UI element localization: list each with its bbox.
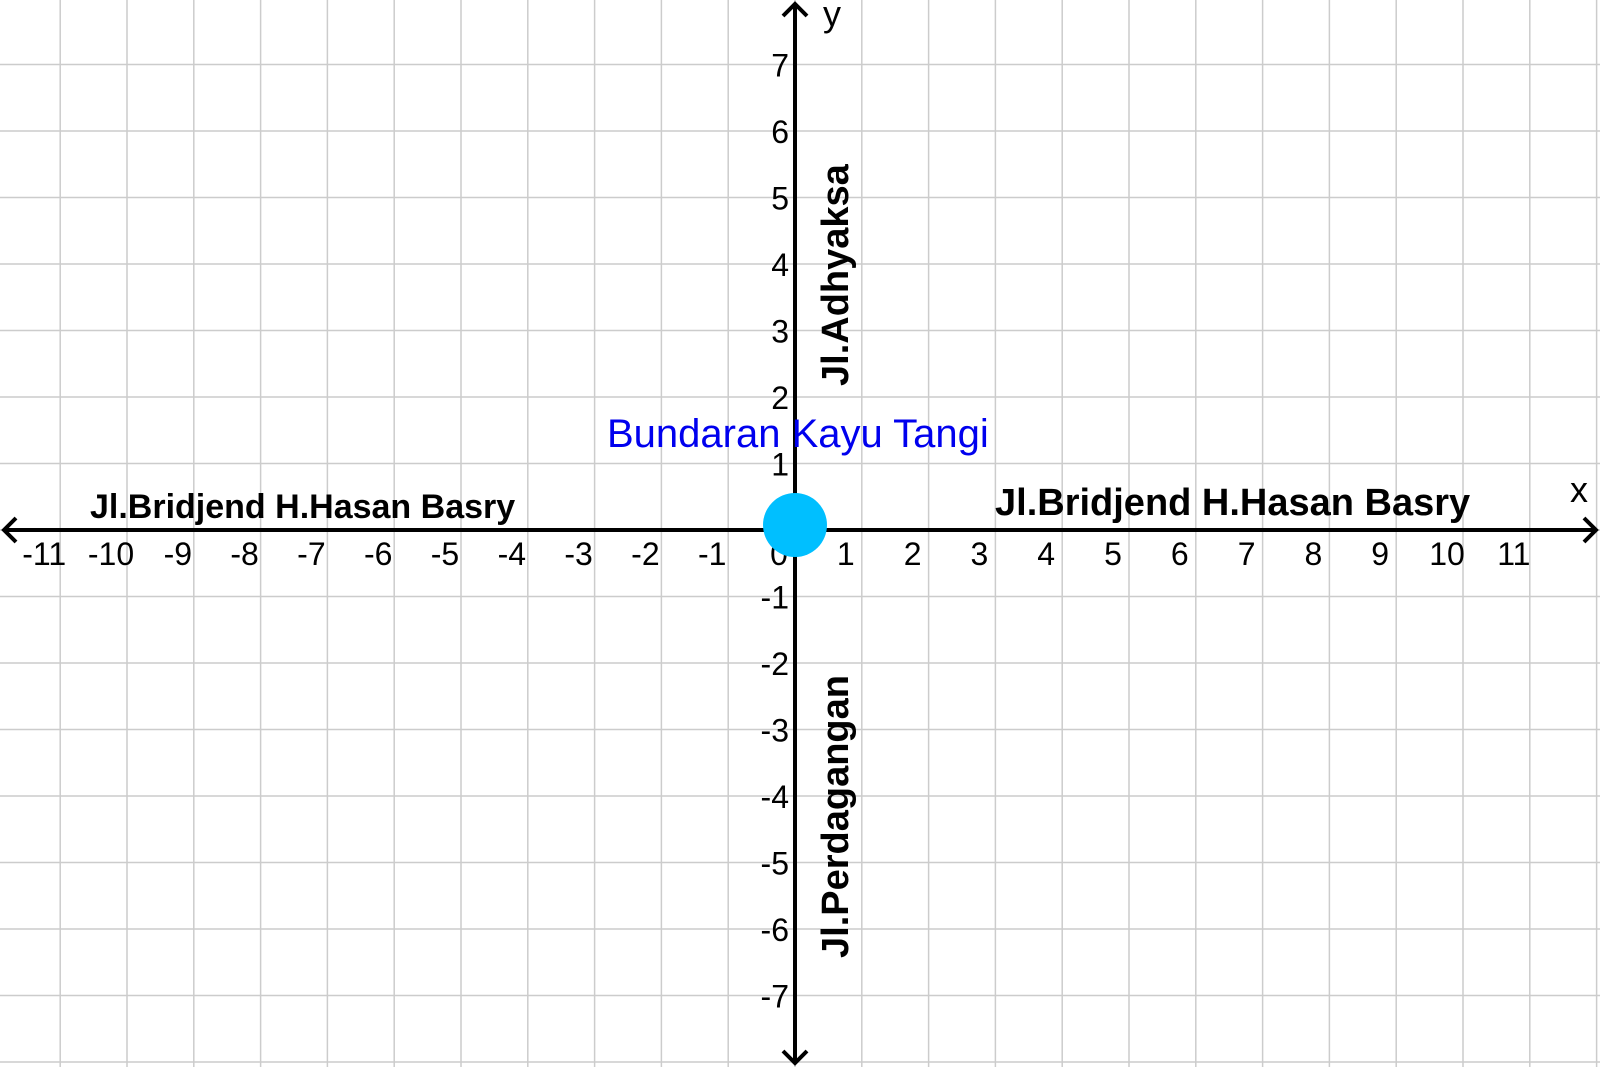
x-tick-label: 4 [1037,536,1055,572]
x-tick-label: -4 [498,536,526,572]
y-tick-label: -1 [761,580,789,616]
road-label-west: Jl.Bridjend H.Hasan Basry [90,488,515,526]
x-axis-label: x [1570,469,1588,510]
x-tick-label: -5 [431,536,459,572]
y-axis-arrow-up [781,1,809,18]
y-tick-label: 4 [771,247,789,283]
x-tick-label: -1 [698,536,726,572]
x-tick-label: 9 [1371,536,1389,572]
x-tick-label: -2 [631,536,659,572]
y-tick-label: 6 [771,114,789,150]
x-tick-label: 5 [1104,536,1122,572]
y-tick-label: 2 [771,380,789,416]
road-label-east: Jl.Bridjend H.Hasan Basry [995,482,1470,524]
x-axis-arrow-right [1582,516,1599,544]
x-tick-label: 6 [1171,536,1189,572]
x-tick-label: -3 [564,536,592,572]
x-tick-label: 7 [1238,536,1256,572]
x-tick-label: 11 [1497,536,1530,572]
y-tick-label: -6 [761,912,789,948]
x-tick-label: 2 [904,536,922,572]
x-tick-label: -8 [230,536,258,572]
x-axis-arrow-left [1,516,18,544]
y-tick-label: 1 [771,447,789,483]
roundabout-label: Bundaran Kayu Tangi [607,412,989,456]
road-label-south: Jl.Perdagangan [815,675,857,958]
roundabout-marker [763,493,827,557]
y-tick-label: -3 [761,713,789,749]
x-tick-label: 10 [1429,536,1465,572]
x-tick-label: -10 [88,536,134,572]
tick-labels: -11 -10 -9 -8 -7 -6 -5 -4 -3 -2 -1 0 1 2 3 4 5 6 7 8 9 10 11-7… [22,48,1530,1015]
y-tick-label: 7 [771,48,789,84]
y-axis-arrow-down [781,1049,809,1066]
x-tick-label: -11 [22,536,66,572]
y-tick-label: 3 [771,314,789,350]
x-tick-label: 8 [1305,536,1323,572]
x-tick-label: -6 [364,536,392,572]
y-tick-label: -2 [761,646,789,682]
y-tick-label: -4 [761,779,789,815]
y-tick-label: -7 [761,979,789,1015]
road-label-north: Jl.Adhyaksa [815,163,857,386]
y-tick-label: -5 [761,846,789,882]
y-tick-label: 5 [771,181,789,217]
x-tick-label: -7 [297,536,325,572]
x-tick-label: -9 [164,536,192,572]
y-axis-label: y [823,0,841,34]
x-tick-label: 1 [837,536,855,572]
x-tick-label: 3 [971,536,989,572]
